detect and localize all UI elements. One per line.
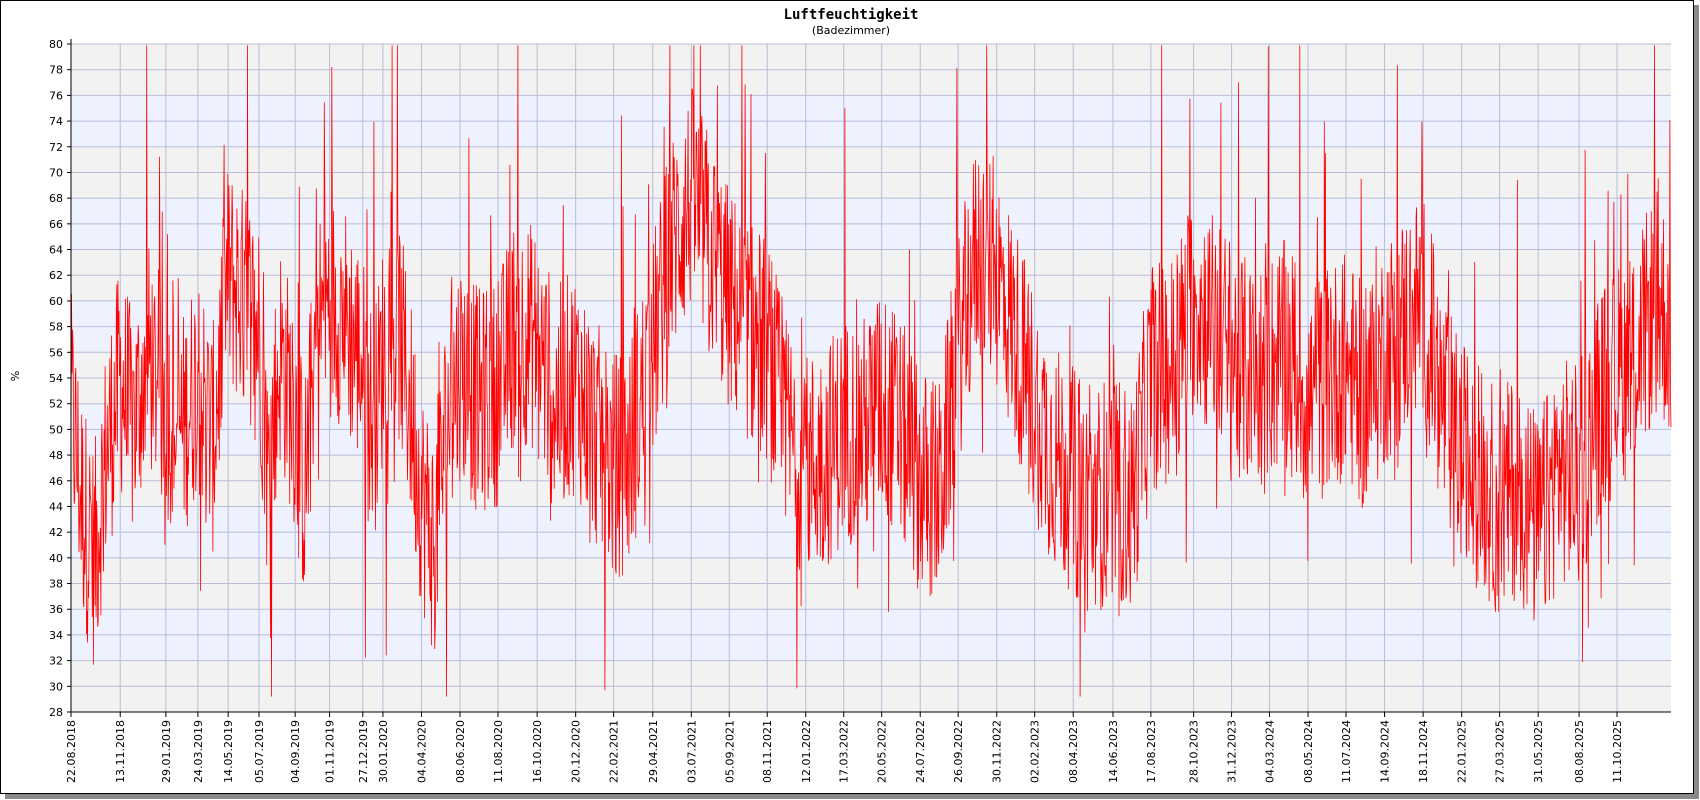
y-tick-label: 40 — [49, 552, 63, 565]
x-tick-label: 30.11.2022 — [991, 720, 1004, 783]
x-tick-label: 05.07.2019 — [253, 720, 266, 783]
x-tick-label: 16.10.2020 — [531, 720, 544, 783]
x-tick-label: 28.10.2023 — [1188, 720, 1201, 783]
x-tick-label: 31.12.2023 — [1226, 720, 1239, 783]
x-tick-label: 08.05.2024 — [1302, 720, 1315, 783]
x-tick-label: 08.06.2020 — [454, 720, 467, 783]
y-tick-label: 62 — [49, 269, 63, 282]
y-tick-label: 28 — [49, 706, 63, 719]
y-tick-label: 80 — [49, 38, 63, 51]
x-tick-label: 30.01.2020 — [377, 720, 390, 783]
x-tick-label: 20.12.2020 — [570, 720, 583, 783]
y-tick-label: 34 — [49, 629, 63, 642]
x-tick-label: 08.11.2021 — [761, 720, 774, 783]
x-tick-label: 03.07.2021 — [685, 720, 698, 783]
y-tick-label: 78 — [49, 64, 63, 77]
x-tick-label: 01.11.2019 — [324, 720, 337, 783]
x-tick-label: 11.10.2025 — [1611, 720, 1624, 783]
x-tick-label: 08.08.2025 — [1573, 720, 1586, 783]
y-tick-label: 68 — [49, 192, 63, 205]
x-tick-label: 08.04.2023 — [1067, 720, 1080, 783]
x-tick-label: 18.11.2024 — [1417, 720, 1430, 783]
series-line — [70, 45, 1672, 697]
y-tick-label: 54 — [49, 372, 63, 385]
y-tick-label: 52 — [49, 398, 63, 411]
x-tick-label: 29.01.2019 — [160, 720, 173, 783]
x-tick-label: 14.06.2023 — [1107, 720, 1120, 783]
x-tick-label: 14.09.2024 — [1379, 720, 1392, 783]
y-tick-label: 60 — [49, 295, 63, 308]
x-tick-label: 24.03.2019 — [192, 720, 205, 783]
x-tick-label: 27.03.2025 — [1494, 720, 1507, 783]
series-layer — [70, 45, 1672, 697]
x-tick-label: 27.12.2019 — [357, 720, 370, 783]
x-tick-label: 11.08.2020 — [492, 720, 505, 783]
x-tick-label: 17.08.2023 — [1145, 720, 1158, 783]
y-tick-label: 70 — [49, 166, 63, 179]
axes — [70, 39, 1671, 713]
y-tick-label: 56 — [49, 346, 63, 359]
x-tick-label: 17.03.2022 — [838, 720, 851, 783]
y-tick-label: 44 — [49, 500, 63, 513]
chart-title: Luftfeuchtigkeit — [784, 7, 919, 23]
y-tick-label: 30 — [49, 680, 63, 693]
x-tick-label: 13.11.2018 — [114, 720, 127, 783]
y-tick-label: 36 — [49, 603, 63, 616]
y-tick-label: 46 — [49, 475, 63, 488]
x-tick-label: 31.05.2025 — [1532, 720, 1545, 783]
x-tick-label: 26.09.2022 — [952, 720, 965, 783]
x-tick-label: 04.09.2019 — [289, 720, 302, 783]
y-tick-label: 72 — [49, 141, 63, 154]
y-tick-label: 64 — [49, 244, 63, 257]
y-tick-label: 58 — [49, 321, 63, 334]
y-tick-label: 74 — [49, 115, 63, 128]
x-tick-label: 14.05.2019 — [222, 720, 235, 783]
y-axis-label: % — [9, 371, 22, 381]
x-tick-label: 22.08.2018 — [65, 720, 78, 783]
x-tick-label: 11.07.2024 — [1340, 720, 1353, 783]
y-tick-label: 42 — [49, 526, 63, 539]
y-tick-label: 76 — [49, 89, 63, 102]
y-tick-label: 66 — [49, 218, 63, 231]
x-tick-label: 12.01.2022 — [800, 720, 813, 783]
y-tick-label: 50 — [49, 423, 63, 436]
x-tick-label: 22.01.2025 — [1456, 720, 1469, 783]
x-tick-label: 24.07.2022 — [914, 720, 927, 783]
y-axis-ticks: 28 30 32 34 36 38 40 42 44 46 48 50 52 54 56 58 60 62 64 66… — [49, 38, 71, 719]
x-axis-ticks: 22.08.2018 13.11.2018 29.01.2019 24.03.2019… — [65, 712, 1624, 783]
x-tick-label: 29.04.2021 — [647, 720, 660, 783]
chart-subtitle: (Badezimmer) — [812, 24, 890, 37]
y-tick-label: 48 — [49, 449, 63, 462]
x-tick-label: 22.02.2021 — [608, 720, 621, 783]
x-tick-label: 04.03.2024 — [1264, 720, 1277, 783]
y-tick-label: 32 — [49, 655, 63, 668]
x-tick-label: 02.02.2023 — [1029, 720, 1042, 783]
x-tick-label: 05.09.2021 — [723, 720, 736, 783]
x-tick-label: 20.05.2022 — [876, 720, 889, 783]
y-tick-label: 38 — [49, 578, 63, 591]
x-tick-label: 04.04.2020 — [415, 720, 428, 783]
